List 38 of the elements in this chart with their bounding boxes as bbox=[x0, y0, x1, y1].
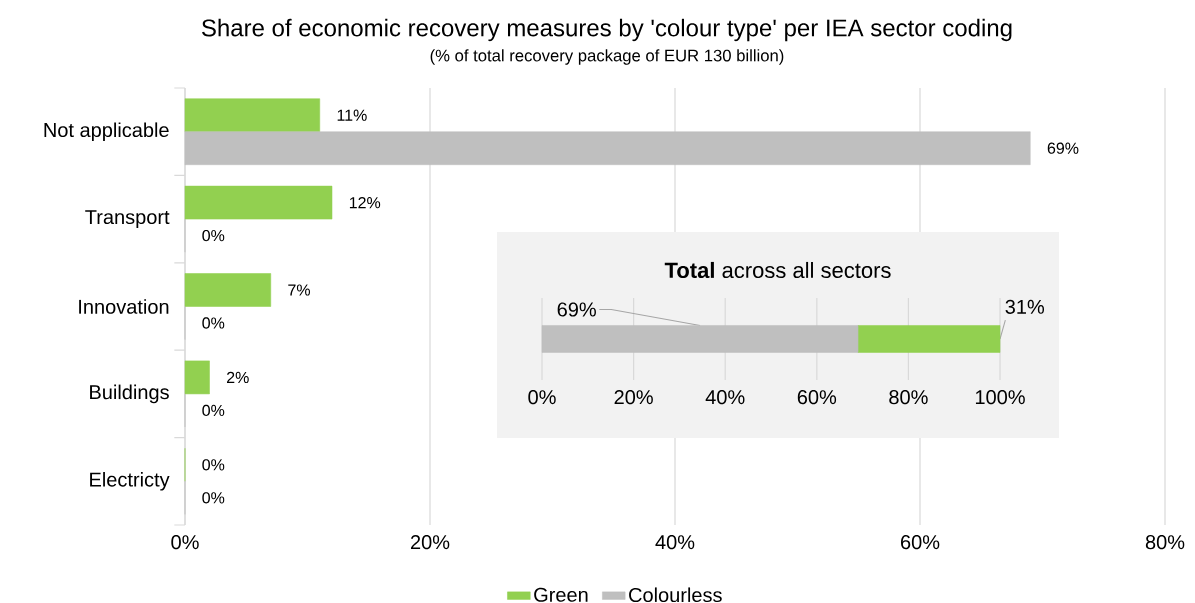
legend-label: Green bbox=[534, 587, 588, 602]
x-tick-label: 40% bbox=[655, 535, 695, 550]
x-tick-label: 60% bbox=[901, 535, 940, 550]
bar bbox=[184, 98, 321, 132]
data-label: 0% bbox=[202, 492, 225, 504]
bar bbox=[184, 273, 272, 307]
data-label: 0% bbox=[202, 317, 225, 329]
data-label: 31% bbox=[1005, 299, 1045, 314]
x-tick-label: 100% bbox=[975, 390, 1025, 405]
x-tick-label: 80% bbox=[1145, 535, 1185, 550]
x-tick-label: 0% bbox=[171, 535, 199, 550]
x-tick-label: 20% bbox=[410, 535, 450, 550]
bar bbox=[184, 360, 210, 395]
y-tick-label: Electricty bbox=[90, 471, 170, 491]
data-label: 69% bbox=[1047, 142, 1079, 154]
x-tick-label: 60% bbox=[797, 390, 837, 405]
x-tick-label: 80% bbox=[889, 390, 928, 405]
data-label: 0% bbox=[202, 459, 225, 471]
data-label: 7% bbox=[288, 284, 311, 296]
bar bbox=[184, 131, 1031, 165]
data-label: 69% bbox=[557, 302, 596, 317]
data-label: 12% bbox=[349, 196, 381, 209]
legend-label: Colourless bbox=[629, 587, 722, 603]
data-label: 11% bbox=[337, 109, 367, 121]
y-tick-label: Transport bbox=[85, 210, 170, 229]
data-label: 0% bbox=[202, 404, 225, 417]
x-tick-label: 0% bbox=[528, 390, 556, 405]
chart-title: Total across all sectors bbox=[664, 261, 891, 279]
y-tick-label: Innovation bbox=[79, 299, 169, 314]
data-label: 2% bbox=[227, 371, 249, 384]
chart-subtitle: (% of total recovery package of EUR 130 billion) bbox=[430, 49, 784, 65]
y-tick-label: Not applicable bbox=[44, 122, 169, 142]
y-tick-label: Buildings bbox=[90, 384, 169, 404]
bar bbox=[184, 185, 333, 220]
data-label: 0% bbox=[202, 229, 225, 242]
x-tick-label: 40% bbox=[705, 390, 745, 405]
chart-title: Share of economic recovery measures by 'colour type' per IEA sector coding bbox=[201, 18, 1012, 42]
x-tick-label: 20% bbox=[614, 390, 653, 405]
